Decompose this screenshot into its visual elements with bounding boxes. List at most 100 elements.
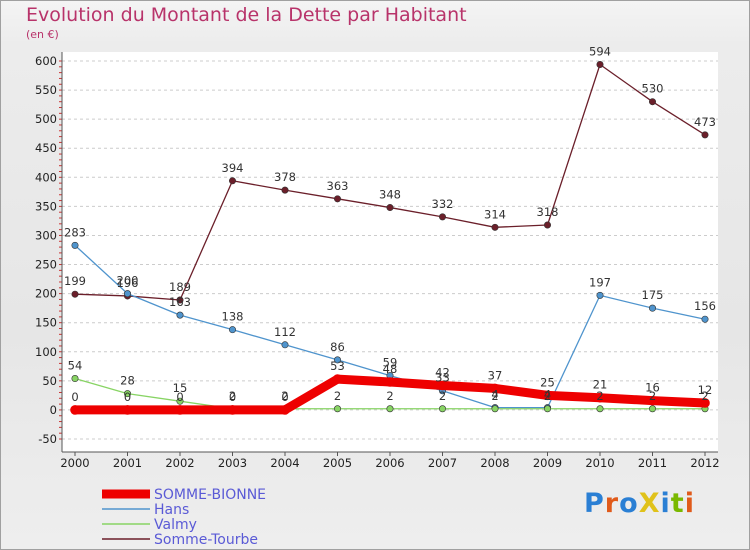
data-label: 42 <box>435 365 450 379</box>
data-point <box>176 296 184 304</box>
chart-title: Evolution du Montant de la Dette par Hab… <box>26 4 467 26</box>
data-point <box>701 131 709 139</box>
data-label: 0 <box>176 390 183 404</box>
x-tick-label: 2003 <box>218 456 247 470</box>
data-label: 2 <box>596 389 603 403</box>
data-point <box>122 405 133 415</box>
data-label: 2 <box>701 389 708 403</box>
data-point <box>333 356 341 364</box>
data-label: 4 <box>544 388 551 402</box>
data-label: 21 <box>593 378 608 392</box>
data-label: 199 <box>64 274 86 288</box>
data-label: 2 <box>649 389 656 403</box>
legend-label: Somme-Tourbe <box>154 532 258 548</box>
data-label: 37 <box>488 368 503 382</box>
data-label: 25 <box>540 375 555 389</box>
data-label: 530 <box>642 82 664 96</box>
data-label: 16 <box>645 381 660 395</box>
logo-letter: X <box>638 488 661 519</box>
data-label: 196 <box>117 276 139 290</box>
data-label: 314 <box>484 207 506 221</box>
data-point <box>333 195 341 203</box>
data-label: 28 <box>120 374 135 388</box>
data-point <box>70 405 80 415</box>
data-label: 2 <box>229 389 236 403</box>
data-point <box>542 390 553 401</box>
data-label: 283 <box>64 225 86 239</box>
data-point <box>386 204 394 212</box>
y-tick-label: 350 <box>35 199 57 213</box>
proxiti-logo: ProXiti <box>584 488 695 519</box>
data-label: 0 <box>281 390 288 404</box>
legend-label: Hans <box>154 502 189 518</box>
x-tick-label: 2000 <box>60 456 89 470</box>
x-tick-label: 2011 <box>638 456 667 470</box>
logo-letter: r <box>604 488 620 519</box>
x-tick-label: 2009 <box>533 456 562 470</box>
data-label: 200 <box>117 274 139 288</box>
data-label: 0 <box>229 390 236 404</box>
x-tick-label: 2008 <box>480 456 509 470</box>
data-point <box>386 405 394 413</box>
data-label: 175 <box>642 288 664 302</box>
data-label: 2 <box>386 389 393 403</box>
data-point <box>543 405 551 413</box>
data-label: 473 <box>694 115 716 129</box>
data-point <box>175 405 185 415</box>
data-label: 53 <box>330 359 345 373</box>
x-tick-label: 2002 <box>165 456 194 470</box>
x-tick-label: 2012 <box>690 456 719 470</box>
logo-letter: i <box>660 488 671 519</box>
data-label: 394 <box>222 161 244 175</box>
data-label: 363 <box>327 179 349 193</box>
data-point <box>491 405 499 413</box>
data-label: 33 <box>435 371 450 385</box>
data-point <box>385 377 395 387</box>
data-point <box>280 405 290 415</box>
y-tick-label: 200 <box>35 287 57 301</box>
data-label: 4 <box>491 388 498 402</box>
data-point <box>438 213 446 221</box>
data-label: 15 <box>173 381 188 395</box>
data-label: 0 <box>71 390 78 404</box>
data-point <box>332 374 343 384</box>
data-label: 48 <box>383 362 398 376</box>
data-point <box>281 341 289 349</box>
data-label: 59 <box>383 356 398 370</box>
data-point <box>71 290 79 298</box>
data-point <box>595 392 605 403</box>
data-label: 54 <box>68 359 83 373</box>
data-point <box>648 98 656 106</box>
y-tick-label: 100 <box>35 345 57 359</box>
x-tick-label: 2005 <box>323 456 352 470</box>
x-tick-label: 2007 <box>428 456 457 470</box>
y-tick-label: 300 <box>35 228 57 242</box>
data-label: 156 <box>694 299 716 313</box>
data-point <box>124 290 132 298</box>
data-label: 318 <box>537 205 559 219</box>
legend-label: SOMME-BIONNE <box>154 487 266 503</box>
logo-letter: P <box>584 488 605 519</box>
data-label: 2 <box>281 389 288 403</box>
data-label: 2 <box>544 389 551 403</box>
data-point <box>648 405 656 413</box>
y-tick-label: 400 <box>35 170 57 184</box>
y-tick-label: 450 <box>35 141 57 155</box>
y-tick-label: 500 <box>35 112 57 126</box>
data-label: 2 <box>439 389 446 403</box>
x-tick-label: 2001 <box>113 456 142 470</box>
data-point <box>227 405 238 415</box>
data-point <box>437 380 448 391</box>
data-label: 2 <box>491 389 498 403</box>
data-label: 594 <box>589 44 611 58</box>
logo-letter: o <box>619 488 639 519</box>
data-label: 189 <box>169 280 191 294</box>
data-point <box>700 398 710 408</box>
data-point <box>229 177 237 185</box>
logo-letter: t <box>670 488 685 519</box>
data-point <box>176 397 184 405</box>
data-point <box>596 60 604 68</box>
data-label: 138 <box>222 310 244 324</box>
data-point <box>124 390 132 398</box>
